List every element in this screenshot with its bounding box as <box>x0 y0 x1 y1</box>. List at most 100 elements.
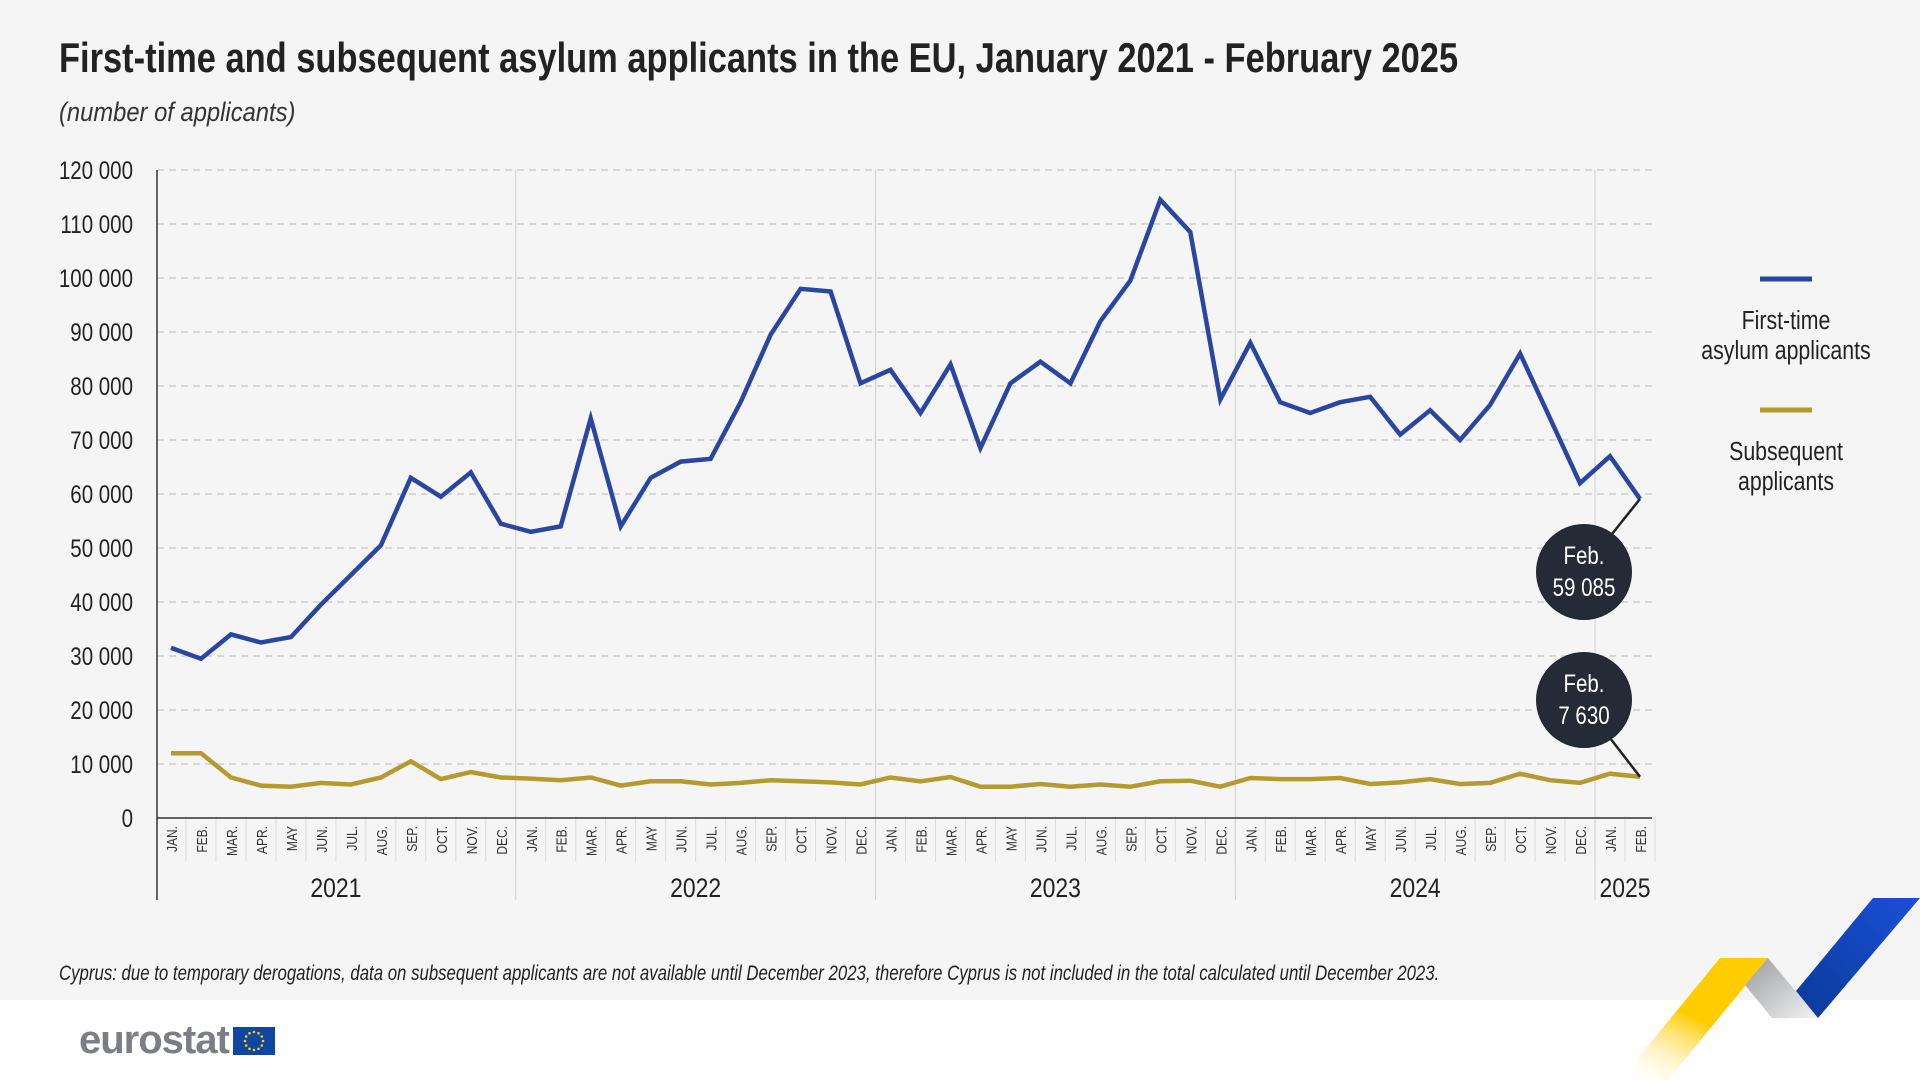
month-label: APR. <box>1333 826 1350 854</box>
month-label: APR. <box>613 826 630 854</box>
flag-star <box>244 1034 248 1038</box>
line-chart: 0 10 000 20 000 30 000 40 000 50 000 60 000 70 … <box>59 156 1871 903</box>
month-label: MAY <box>643 826 660 851</box>
callout-value: 7 630 <box>1558 701 1609 729</box>
month-label: SEP. <box>763 826 780 852</box>
ribbon-grey <box>1745 958 1818 1018</box>
flag-star <box>248 1031 251 1035</box>
legend-label: asylum applicants <box>1701 336 1870 366</box>
legend-label: First-time <box>1742 306 1831 336</box>
callout-bubble <box>1536 652 1632 748</box>
month-label: MAY <box>284 826 301 851</box>
flag-star <box>257 1046 260 1050</box>
month-label: SEP. <box>1483 826 1500 852</box>
y-tick-label: 50 000 <box>70 534 133 562</box>
callout-value: 59 085 <box>1553 573 1616 601</box>
month-label: DEC. <box>853 826 870 855</box>
month-label: JUL. <box>1423 826 1440 851</box>
callout-bubble <box>1536 524 1632 620</box>
month-label: JAN. <box>1243 826 1260 852</box>
flag-star <box>252 1030 256 1033</box>
chart-title: First-time and subsequent asylum applica… <box>59 34 1459 81</box>
month-label: MAY <box>1003 826 1020 851</box>
month-label: OCT. <box>793 826 810 853</box>
y-tick-label: 70 000 <box>70 426 133 454</box>
month-label: MAR. <box>583 826 600 856</box>
y-tick-label: 120 000 <box>59 156 133 184</box>
y-tick-label: 100 000 <box>59 264 133 292</box>
month-label: MAR. <box>943 826 960 856</box>
month-label: JUL. <box>703 826 720 851</box>
ribbon-blue <box>1796 898 1920 1018</box>
month-label: JUN. <box>673 826 690 853</box>
series-line-first-time <box>170 195 1642 662</box>
month-label: FEB. <box>194 826 211 853</box>
month-label: JUN. <box>1033 826 1050 853</box>
month-label: DEC. <box>1213 826 1230 855</box>
month-label: NOV. <box>823 826 840 854</box>
y-tick-label: 60 000 <box>70 480 133 508</box>
callout-leader <box>1611 498 1641 535</box>
month-label: JAN. <box>164 826 181 852</box>
month-label: JAN. <box>524 826 541 852</box>
y-tick-label: 30 000 <box>70 642 133 670</box>
year-label: 2023 <box>1030 873 1081 903</box>
flag-star <box>252 1048 256 1051</box>
month-label: DEC. <box>494 826 511 855</box>
month-label: APR. <box>973 826 990 854</box>
y-tick-label: 10 000 <box>70 750 133 778</box>
flag-star <box>248 1046 251 1050</box>
y-tick-label: 40 000 <box>70 588 133 616</box>
month-label: SEP. <box>1123 826 1140 852</box>
month-label: MAR. <box>224 826 241 856</box>
month-label: JUN. <box>1393 826 1410 853</box>
flag-star <box>243 1039 247 1042</box>
month-label: AUG. <box>1093 826 1110 855</box>
month-label: FEB. <box>913 826 930 853</box>
month-label: OCT. <box>1513 826 1530 853</box>
year-label: 2025 <box>1599 873 1650 903</box>
month-label: DEC. <box>1573 826 1590 855</box>
flag-star <box>257 1031 260 1035</box>
month-label: APR. <box>254 826 271 854</box>
month-label: FEB. <box>1273 826 1290 853</box>
series-line-subsequent <box>171 750 1641 790</box>
chart-subtitle: (number of applicants) <box>59 97 296 127</box>
month-label: OCT. <box>1153 826 1170 853</box>
month-label: JUN. <box>314 826 331 853</box>
y-tick-label: 110 000 <box>60 210 133 238</box>
y-tick-label: 0 <box>122 804 133 832</box>
flag-star <box>244 1043 248 1047</box>
month-label: MAY <box>1363 826 1380 851</box>
month-label: OCT. <box>434 826 451 853</box>
month-label: JAN. <box>1603 826 1620 852</box>
flag-star <box>260 1034 263 1038</box>
callout-month: Feb. <box>1563 669 1604 697</box>
footnote: Cyprus: due to temporary derogations, da… <box>59 962 1440 985</box>
month-label: AUG. <box>374 826 391 855</box>
year-label: 2021 <box>310 873 361 903</box>
eurostat-logo: eurostat <box>79 1018 275 1063</box>
month-label: JUL. <box>344 826 361 851</box>
year-label: 2024 <box>1390 873 1441 903</box>
chart-panel <box>0 0 1920 1000</box>
month-label: SEP. <box>404 826 421 852</box>
y-tick-label: 20 000 <box>70 696 133 724</box>
eu-flag-icon <box>232 1026 275 1055</box>
month-label: FEB. <box>1633 826 1650 853</box>
flag-star <box>261 1039 265 1042</box>
callout-leader <box>1609 737 1641 778</box>
logo-text: eurostat <box>79 1018 230 1062</box>
legend-label: Subsequent <box>1729 437 1843 467</box>
legend-label: applicants <box>1738 467 1834 497</box>
flag-star <box>260 1043 263 1047</box>
month-label: MAR. <box>1303 826 1320 856</box>
y-tick-label: 80 000 <box>70 372 133 400</box>
month-label: NOV. <box>464 826 481 854</box>
month-label: AUG. <box>1453 826 1470 855</box>
ribbon-yellow <box>1620 958 1768 1080</box>
month-label: NOV. <box>1183 826 1200 854</box>
month-label: JUL. <box>1063 826 1080 851</box>
callout-month: Feb. <box>1563 541 1604 569</box>
